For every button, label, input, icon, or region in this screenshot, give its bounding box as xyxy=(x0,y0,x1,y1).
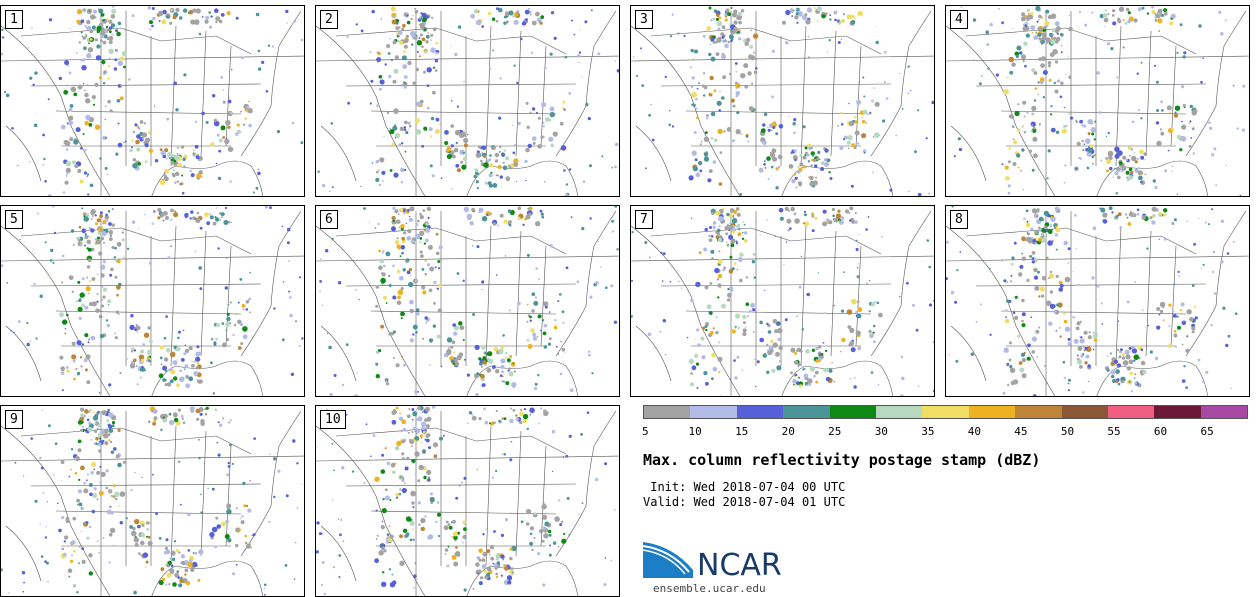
member-label: 7 xyxy=(635,210,653,229)
colorbar-swatch xyxy=(1154,406,1201,418)
colorbar-tick: 65 xyxy=(1200,425,1214,438)
ncar-logo-icon xyxy=(643,542,693,578)
member-label: 6 xyxy=(320,210,338,229)
colorbar-swatch xyxy=(875,406,923,418)
member-label: 2 xyxy=(320,10,338,29)
colorbar-tick: 55 xyxy=(1107,425,1121,438)
colorbar-swatch xyxy=(1200,406,1248,418)
member-label: 8 xyxy=(950,210,968,229)
member-label: 1 xyxy=(5,10,23,29)
init-time: Init: Wed 2018-07-04 00 UTC xyxy=(643,480,846,494)
colorbar-swatch xyxy=(968,406,1016,418)
map-canvas xyxy=(946,206,1249,396)
member-panel: 3 xyxy=(630,5,935,197)
valid-time: Valid: Wed 2018-07-04 01 UTC xyxy=(643,495,846,509)
member-label: 9 xyxy=(5,410,23,429)
colorbar-tick: 60 xyxy=(1153,425,1168,438)
colorbar-swatch xyxy=(1061,406,1108,418)
reflectivity-colorbar xyxy=(643,405,1248,419)
colorbar-tick: 30 xyxy=(874,425,888,438)
member-label: 3 xyxy=(635,10,653,29)
map-canvas xyxy=(1,6,304,196)
member-panel: 1 xyxy=(0,5,305,197)
map-canvas xyxy=(946,6,1249,196)
colorbar-swatch xyxy=(644,406,691,418)
map-canvas xyxy=(631,6,934,196)
map-canvas xyxy=(631,206,934,396)
map-canvas xyxy=(1,206,304,396)
colorbar-swatch xyxy=(1107,406,1155,418)
member-panel: 7 xyxy=(630,205,935,397)
member-label: 5 xyxy=(5,210,23,229)
colorbar-swatch xyxy=(736,406,784,418)
colorbar-tick: 40 xyxy=(967,425,982,438)
map-canvas xyxy=(316,406,619,596)
member-panel: 2 xyxy=(315,5,620,197)
map-canvas xyxy=(316,6,619,196)
colorbar-ticks: 5 10 15 20 25 30 35 40 45 50 55 60 65 xyxy=(642,425,1248,439)
colorbar-swatch xyxy=(829,406,876,418)
colorbar-swatch xyxy=(922,406,969,418)
colorbar-tick: 45 xyxy=(1014,425,1028,438)
colorbar-tick: 10 xyxy=(688,425,702,438)
map-canvas xyxy=(316,206,619,396)
member-panel: 5 xyxy=(0,205,305,397)
plot-title: Max. column reflectivity postage stamp (… xyxy=(643,451,1041,469)
colorbar-swatch xyxy=(690,406,737,418)
colorbar-tick: 5 xyxy=(642,425,649,438)
member-panel: 8 xyxy=(945,205,1250,397)
member-label: 10 xyxy=(320,410,346,429)
colorbar-tick: 50 xyxy=(1060,425,1075,438)
colorbar-swatch xyxy=(783,406,830,418)
member-panel: 9 xyxy=(0,405,305,597)
member-panel: 4 xyxy=(945,5,1250,197)
colorbar-tick: 25 xyxy=(828,425,842,438)
member-panel: 6 xyxy=(315,205,620,397)
member-label: 4 xyxy=(950,10,968,29)
colorbar-swatch xyxy=(1015,406,1062,418)
ncar-logo-text: NCAR xyxy=(697,548,782,583)
ncar-url: ensemble.ucar.edu xyxy=(653,582,766,595)
colorbar-tick: 35 xyxy=(921,425,935,438)
map-canvas xyxy=(1,406,304,596)
colorbar-tick: 20 xyxy=(781,425,795,438)
colorbar-tick: 15 xyxy=(735,425,749,438)
member-panel: 10 xyxy=(315,405,620,597)
